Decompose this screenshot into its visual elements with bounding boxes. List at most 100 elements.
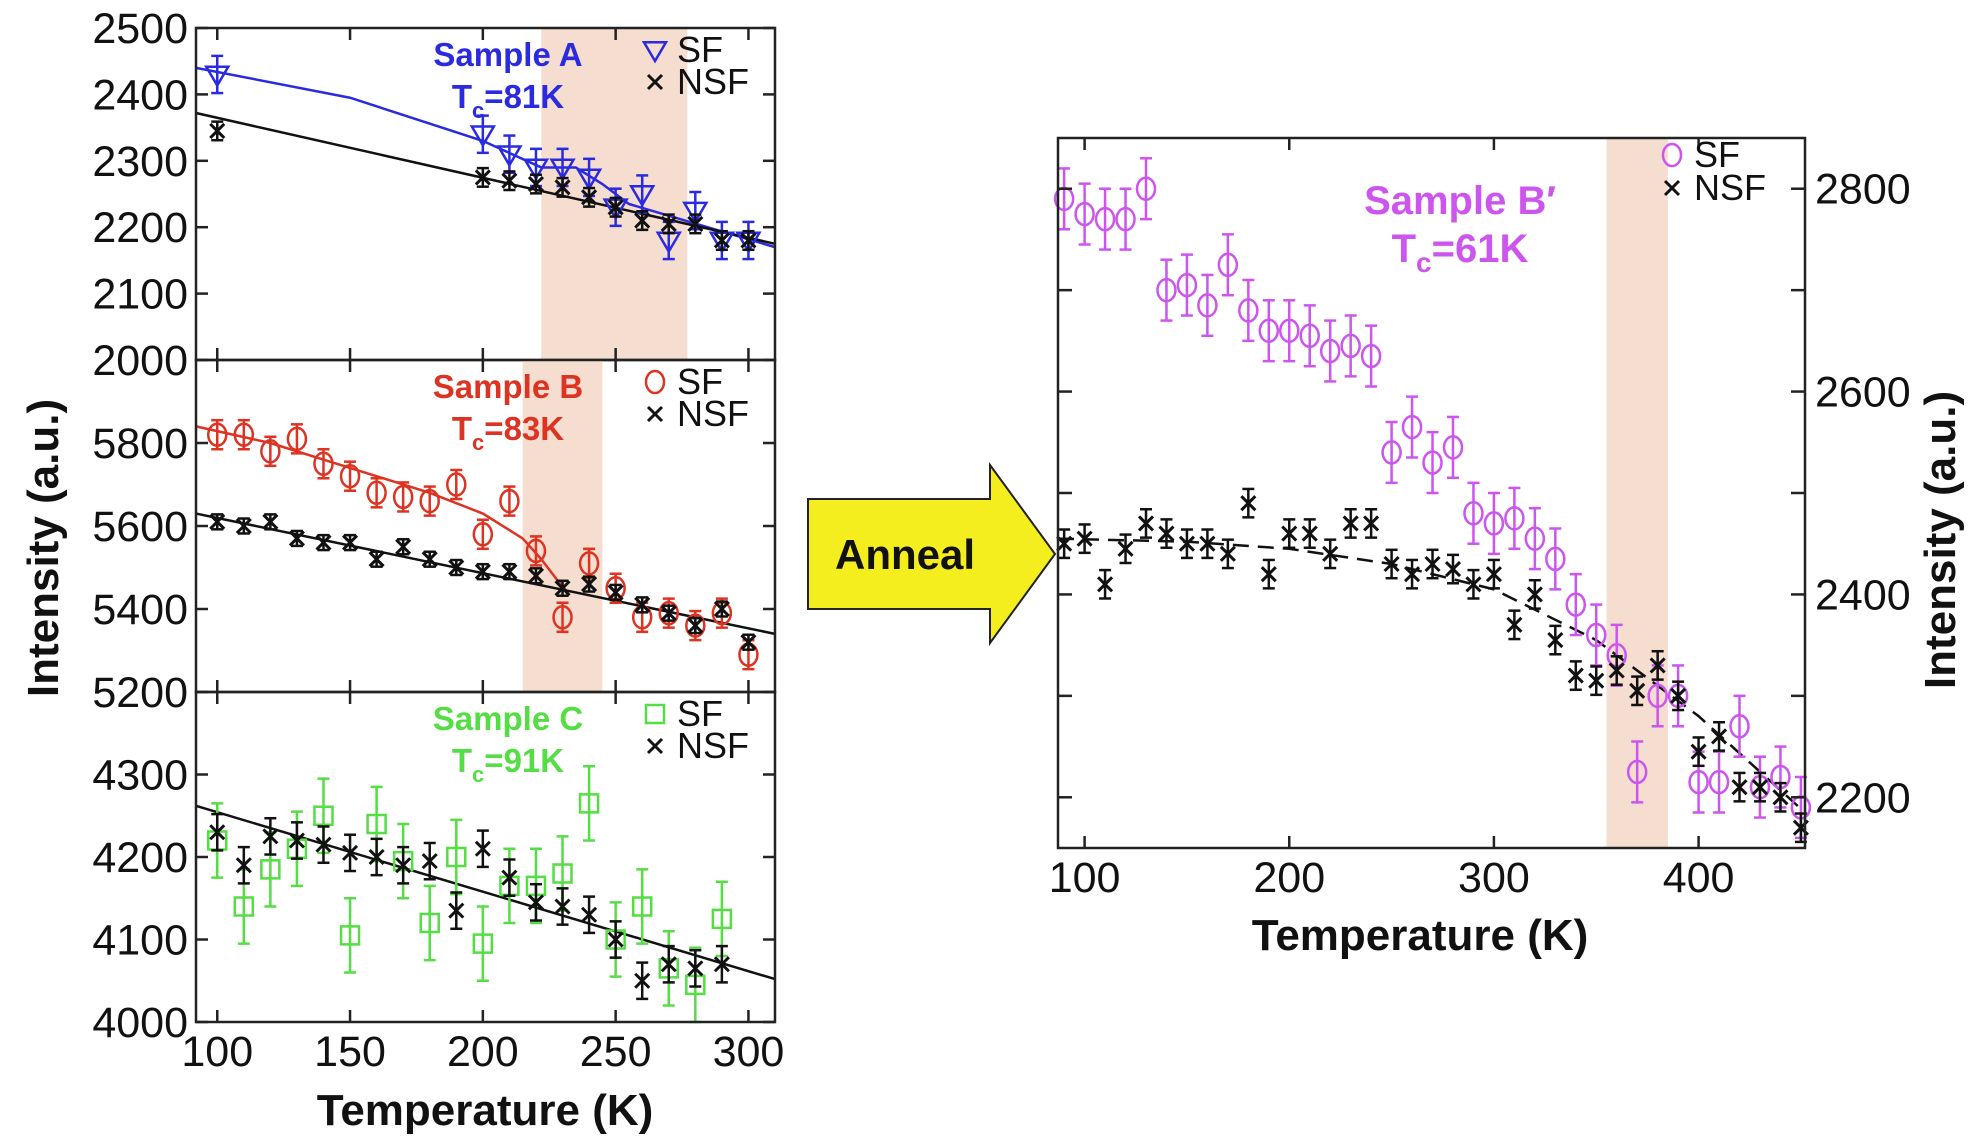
data-point: [1383, 548, 1400, 580]
data-point: [631, 868, 653, 945]
data-point: [552, 601, 573, 634]
data-point: [341, 533, 359, 552]
data-point: [1135, 157, 1157, 221]
marker-cross: [262, 828, 279, 845]
data-point: [446, 468, 467, 501]
legend-marker-nsf: [646, 737, 664, 755]
data-point: [1319, 319, 1341, 383]
fit-line-nsf-dashed-b-prime: [1057, 537, 1806, 814]
data-point: [1217, 233, 1239, 297]
tc-subscript: c: [1416, 247, 1432, 278]
marker-circle: [1483, 511, 1505, 536]
data-point: [1626, 740, 1648, 804]
left-x-axis-label: Temperature (K): [317, 1086, 654, 1135]
data-point: [1772, 781, 1789, 813]
data-point: [713, 229, 730, 252]
data-point: [235, 845, 252, 885]
data-point: [1115, 187, 1136, 251]
panel-sample-c: 4000 4100 4200 4300 100 150 200 250 300 Sample C T…: [92, 690, 784, 1076]
data-point: [527, 882, 545, 922]
marker-cross: [1690, 743, 1707, 760]
marker-cross: [1526, 586, 1543, 603]
marker-circle: [658, 600, 680, 626]
tc-subscript: c: [472, 98, 484, 123]
legend-label-nsf: NSF: [1694, 167, 1766, 208]
data-point: [1690, 736, 1707, 768]
marker-cross: [1240, 495, 1257, 512]
data-point: [288, 529, 305, 548]
data-point: [1567, 660, 1584, 692]
tc-subscript: c: [472, 762, 484, 787]
data-point: [527, 173, 545, 195]
y-tick-label: 2200: [1815, 774, 1911, 822]
marker-cross: [554, 580, 571, 597]
y-tick-label: 2000: [92, 337, 188, 385]
marker-cross: [660, 956, 677, 973]
y-tick-label: 2100: [92, 271, 188, 319]
marker-cross: [1403, 566, 1421, 583]
marker-cross: [581, 906, 598, 923]
marker-cross: [501, 563, 518, 580]
data-point: [607, 196, 624, 218]
data-point: [262, 513, 279, 531]
marker-circle: [1463, 501, 1484, 526]
data-point: [1708, 750, 1730, 814]
marker-cross: [501, 172, 518, 189]
data-point: [235, 517, 252, 535]
data-point: [1526, 578, 1543, 610]
x-tick-label: 100: [181, 1028, 253, 1076]
y-tick-label: 4300: [92, 752, 188, 800]
legend-marker-nsf: [1663, 179, 1681, 197]
data-point: [1097, 568, 1114, 600]
marker-circle: [1504, 506, 1525, 531]
marker-cross: [1772, 789, 1789, 806]
data-point: [1240, 487, 1257, 519]
legend-marker-sf: [644, 703, 666, 725]
data-point: [1381, 420, 1402, 485]
marker-circle: [1545, 546, 1566, 572]
data-point: [634, 210, 651, 232]
data-point: [1422, 430, 1443, 495]
marker-triangle: [469, 125, 497, 148]
data-point: [262, 816, 279, 856]
x-tick-label: 200: [447, 1028, 519, 1076]
data-point: [1340, 314, 1361, 378]
marker-cross: [1485, 566, 1502, 583]
data-point: [1463, 481, 1484, 545]
shaded-band-b: [522, 360, 603, 692]
marker-cross: [740, 634, 757, 651]
data-point: [634, 961, 651, 1001]
marker-circle: [1688, 769, 1709, 795]
data-point: [1751, 771, 1769, 803]
marker-cross: [209, 122, 226, 139]
data-point: [368, 550, 385, 568]
marker-triangle: [496, 145, 523, 168]
y-tick-label: 2400: [1815, 571, 1911, 619]
marker-square: [260, 859, 281, 880]
data-point: [341, 833, 359, 873]
marker-cross: [1117, 540, 1134, 557]
marker-square: [339, 925, 361, 946]
marker-cross: [1424, 555, 1441, 573]
marker-circle: [392, 484, 414, 510]
data-point: [687, 616, 704, 635]
marker-circle: [206, 422, 228, 447]
legend-marker-sf: [644, 369, 666, 395]
data-point: [204, 54, 231, 95]
data-point: [1279, 299, 1300, 363]
marker-cross: [1322, 545, 1339, 562]
data-point: [339, 460, 361, 492]
anneal-arrow: Anneal: [807, 461, 1057, 647]
data-point: [1424, 548, 1441, 580]
data-point: [525, 535, 547, 567]
legend-label-sf: SF: [677, 361, 723, 402]
marker-cross: [368, 848, 385, 866]
marker-circle: [1565, 592, 1587, 617]
marker-circle: [499, 488, 520, 514]
data-point: [1199, 528, 1216, 560]
data-point: [1299, 304, 1320, 368]
data-point: [366, 477, 387, 509]
marker-cross: [660, 215, 677, 232]
